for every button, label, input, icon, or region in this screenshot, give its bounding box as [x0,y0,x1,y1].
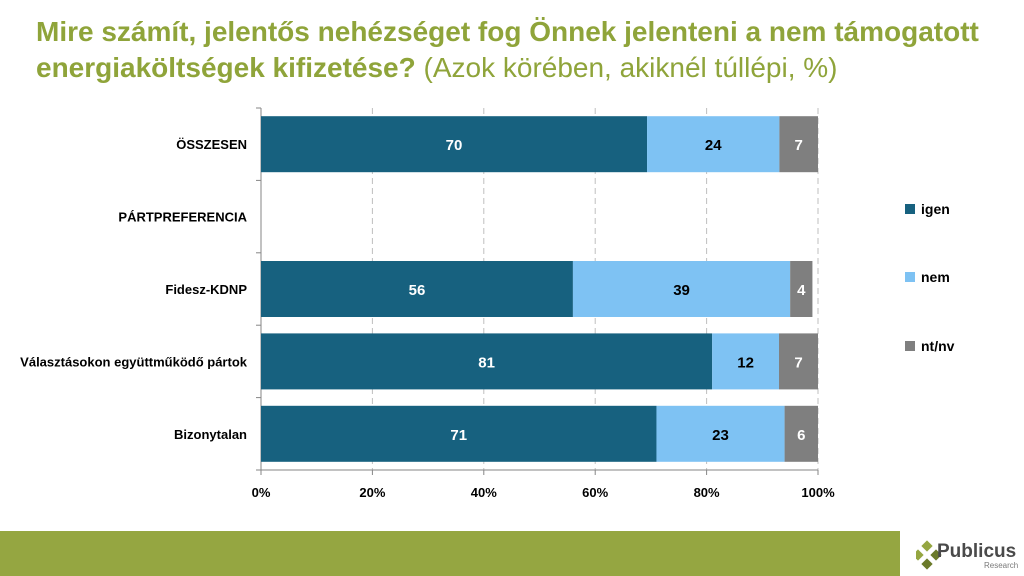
publicus-logo-icon [916,540,942,570]
x-tick-label: 0% [252,485,271,500]
title-main: Mire számít, jelentős nehézséget fog Önn… [36,16,979,83]
bar-segment-igen [261,261,573,317]
x-tick-label: 100% [801,485,835,500]
x-tick-label: 20% [359,485,385,500]
category-label: ÖSSZESEN [176,137,247,152]
data-label: 7 [794,354,802,371]
bar-segment-igen [261,333,713,390]
data-label: 6 [797,427,805,444]
legend-swatch [905,204,915,214]
data-label: 4 [797,282,806,299]
data-label: 70 [446,137,463,154]
legend-label: nt/nv [921,338,955,354]
bar-segment-nem [647,116,780,173]
bar-segment-nem [572,261,791,317]
bar-segment-ntnv [779,333,818,390]
data-label: 24 [705,137,722,154]
bar-segment-ntnv [790,261,813,317]
data-label: 56 [409,282,426,299]
x-tick-label: 60% [582,485,608,500]
data-label: 7 [795,137,803,154]
chart-title: Mire számít, jelentős nehézséget fog Önn… [36,14,1006,86]
data-label: 81 [478,354,495,371]
legend-label: nem [921,269,950,285]
x-tick-label: 40% [471,485,497,500]
bar-segment-nem [712,333,780,390]
brand-name: Publicus [937,541,1017,562]
category-label: Fidesz-KDNP [165,282,247,297]
footer-bar [0,531,900,576]
title-subtitle: (Azok körében, akiknél túllépi, %) [415,52,838,83]
x-tick-label: 80% [694,485,720,500]
legend-label: igen [921,201,950,217]
legend-swatch [905,341,915,351]
data-label: 39 [673,282,690,299]
brand-sub: Research [984,561,1019,570]
category-label: Választásokon együttműködő pártok [20,354,248,369]
bar-segment-nem [656,405,785,462]
data-label: 12 [737,354,754,371]
data-label: 71 [450,427,467,444]
legend-swatch [905,272,915,282]
data-label: 23 [712,427,729,444]
bar-segment-igen [261,116,648,173]
bar-segment-ntnv [784,405,818,462]
bar-segment-ntnv [779,116,818,173]
bar-segment-igen [261,405,657,462]
category-label: Bizonytalan [174,427,247,442]
category-label: PÁRTPREFERENCIA [118,210,247,225]
